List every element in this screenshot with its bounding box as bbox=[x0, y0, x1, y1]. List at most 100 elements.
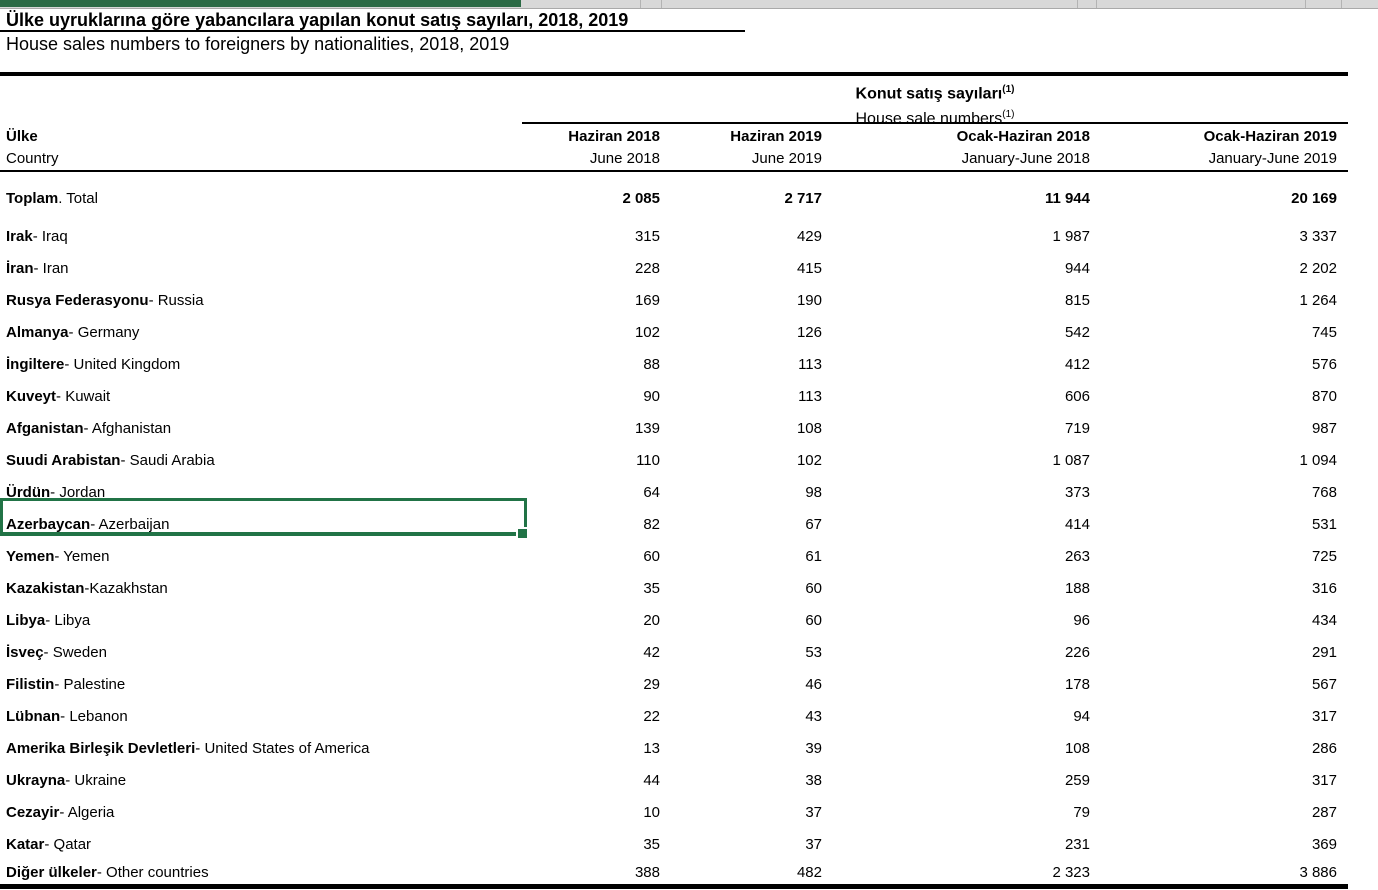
value-cell[interactable]: 415 bbox=[796, 259, 822, 277]
value-cell[interactable]: 96 bbox=[1073, 611, 1090, 629]
value-cell[interactable]: 2 717 bbox=[784, 189, 822, 207]
country-cell[interactable]: Filistin - Palestine bbox=[0, 668, 522, 700]
value-cell[interactable]: 64 bbox=[643, 483, 660, 501]
country-column-header[interactable]: Ülke Country bbox=[6, 128, 59, 167]
value-cell[interactable]: 190 bbox=[796, 291, 822, 309]
value-cell[interactable]: 113 bbox=[798, 355, 822, 373]
fill-handle[interactable] bbox=[516, 527, 529, 540]
value-cell[interactable]: 35 bbox=[643, 579, 660, 597]
country-cell[interactable]: Amerika Birleşik Devletleri - United Sta… bbox=[0, 732, 522, 764]
value-cell[interactable]: 315 bbox=[634, 227, 660, 245]
value-cell[interactable]: 286 bbox=[1311, 739, 1337, 757]
value-cell[interactable]: 60 bbox=[805, 611, 822, 629]
value-cell[interactable]: 2 085 bbox=[622, 189, 660, 207]
country-cell[interactable]: Lübnan - Lebanon bbox=[0, 700, 522, 732]
country-cell[interactable]: Ürdün - Jordan bbox=[0, 476, 522, 508]
value-cell[interactable]: 429 bbox=[796, 227, 822, 245]
value-cell[interactable]: 10 bbox=[643, 803, 660, 821]
value-cell[interactable]: 60 bbox=[805, 579, 822, 597]
value-cell[interactable]: 719 bbox=[1064, 419, 1090, 437]
country-cell[interactable]: İngiltere - United Kingdom bbox=[0, 348, 522, 380]
value-cell[interactable]: 412 bbox=[1064, 355, 1090, 373]
value-cell[interactable]: 2 323 bbox=[1052, 863, 1090, 881]
value-cell[interactable]: 20 169 bbox=[1291, 189, 1337, 207]
value-cell[interactable]: 606 bbox=[1064, 387, 1090, 405]
value-cell[interactable]: 37 bbox=[805, 835, 822, 853]
value-cell[interactable]: 82 bbox=[643, 515, 660, 533]
value-cell[interactable]: 67 bbox=[805, 515, 822, 533]
country-cell[interactable]: Irak - Iraq bbox=[0, 220, 522, 252]
value-cell[interactable]: 576 bbox=[1311, 355, 1337, 373]
value-cell[interactable]: 60 bbox=[643, 547, 660, 565]
column-header-jan-june-2019[interactable]: Ocak-Haziran 2019 January-June 2019 bbox=[1203, 128, 1337, 167]
country-cell[interactable]: Azerbaycan - Azerbaijan bbox=[0, 508, 522, 540]
country-cell[interactable]: İsveç - Sweden bbox=[0, 636, 522, 668]
value-cell[interactable]: 188 bbox=[1064, 579, 1090, 597]
value-cell[interactable]: 37 bbox=[805, 803, 822, 821]
value-cell[interactable]: 531 bbox=[1311, 515, 1337, 533]
value-cell[interactable]: 317 bbox=[1311, 771, 1337, 789]
value-cell[interactable]: 263 bbox=[1064, 547, 1090, 565]
value-cell[interactable]: 815 bbox=[1064, 291, 1090, 309]
value-cell[interactable]: 414 bbox=[1064, 515, 1090, 533]
value-cell[interactable]: 90 bbox=[643, 387, 660, 405]
value-cell[interactable]: 317 bbox=[1311, 707, 1337, 725]
value-cell[interactable]: 373 bbox=[1064, 483, 1090, 501]
value-cell[interactable]: 35 bbox=[643, 835, 660, 853]
country-cell[interactable]: İran - Iran bbox=[0, 252, 522, 284]
value-cell[interactable]: 482 bbox=[796, 863, 822, 881]
value-cell[interactable]: 567 bbox=[1311, 675, 1337, 693]
value-cell[interactable]: 46 bbox=[805, 675, 822, 693]
value-cell[interactable]: 1 987 bbox=[1052, 227, 1090, 245]
value-cell[interactable]: 94 bbox=[1073, 707, 1090, 725]
value-cell[interactable]: 987 bbox=[1311, 419, 1337, 437]
column-header-june-2018[interactable]: Haziran 2018 June 2018 bbox=[568, 128, 660, 167]
value-cell[interactable]: 102 bbox=[634, 323, 660, 341]
country-cell[interactable]: Afganistan - Afghanistan bbox=[0, 412, 522, 444]
value-cell[interactable]: 108 bbox=[796, 419, 822, 437]
country-cell[interactable]: Ukrayna - Ukraine bbox=[0, 764, 522, 796]
value-cell[interactable]: 542 bbox=[1064, 323, 1090, 341]
value-cell[interactable]: 2 202 bbox=[1299, 259, 1337, 277]
country-cell[interactable]: Toplam . Total bbox=[0, 176, 522, 220]
value-cell[interactable]: 287 bbox=[1311, 803, 1337, 821]
value-cell[interactable]: 13 bbox=[643, 739, 660, 757]
value-cell[interactable]: 870 bbox=[1311, 387, 1337, 405]
value-cell[interactable]: 22 bbox=[643, 707, 660, 725]
value-cell[interactable]: 42 bbox=[643, 643, 660, 661]
value-cell[interactable]: 113 bbox=[798, 387, 822, 405]
value-cell[interactable]: 139 bbox=[634, 419, 660, 437]
value-cell[interactable]: 725 bbox=[1311, 547, 1337, 565]
value-cell[interactable]: 53 bbox=[805, 643, 822, 661]
value-cell[interactable]: 61 bbox=[805, 547, 822, 565]
value-cell[interactable]: 11 944 bbox=[1044, 189, 1090, 207]
value-cell[interactable]: 228 bbox=[634, 259, 660, 277]
value-cell[interactable]: 3 886 bbox=[1299, 863, 1337, 881]
value-cell[interactable]: 745 bbox=[1311, 323, 1337, 341]
country-cell[interactable]: Kazakistan -Kazakhstan bbox=[0, 572, 522, 604]
value-cell[interactable]: 388 bbox=[634, 863, 660, 881]
country-cell[interactable]: Katar - Qatar bbox=[0, 828, 522, 860]
value-cell[interactable]: 369 bbox=[1311, 835, 1337, 853]
country-cell[interactable]: Cezayir - Algeria bbox=[0, 796, 522, 828]
value-cell[interactable]: 38 bbox=[805, 771, 822, 789]
value-cell[interactable]: 126 bbox=[796, 323, 822, 341]
country-cell[interactable]: Diğer ülkeler - Other countries bbox=[0, 860, 522, 884]
country-cell[interactable]: Rusya Federasyonu - Russia bbox=[0, 284, 522, 316]
value-cell[interactable]: 88 bbox=[643, 355, 660, 373]
value-cell[interactable]: 102 bbox=[796, 451, 822, 469]
country-cell[interactable]: Libya - Libya bbox=[0, 604, 522, 636]
value-cell[interactable]: 44 bbox=[643, 771, 660, 789]
country-cell[interactable]: Almanya - Germany bbox=[0, 316, 522, 348]
value-cell[interactable]: 226 bbox=[1064, 643, 1090, 661]
column-header-june-2019[interactable]: Haziran 2019 June 2019 bbox=[730, 128, 822, 167]
value-cell[interactable]: 108 bbox=[1064, 739, 1090, 757]
value-cell[interactable]: 20 bbox=[643, 611, 660, 629]
value-cell[interactable]: 43 bbox=[805, 707, 822, 725]
value-cell[interactable]: 98 bbox=[805, 483, 822, 501]
value-cell[interactable]: 29 bbox=[643, 675, 660, 693]
value-cell[interactable]: 178 bbox=[1064, 675, 1090, 693]
value-cell[interactable]: 434 bbox=[1311, 611, 1337, 629]
country-cell[interactable]: Suudi Arabistan - Saudi Arabia bbox=[0, 444, 522, 476]
value-cell[interactable]: 316 bbox=[1311, 579, 1337, 597]
